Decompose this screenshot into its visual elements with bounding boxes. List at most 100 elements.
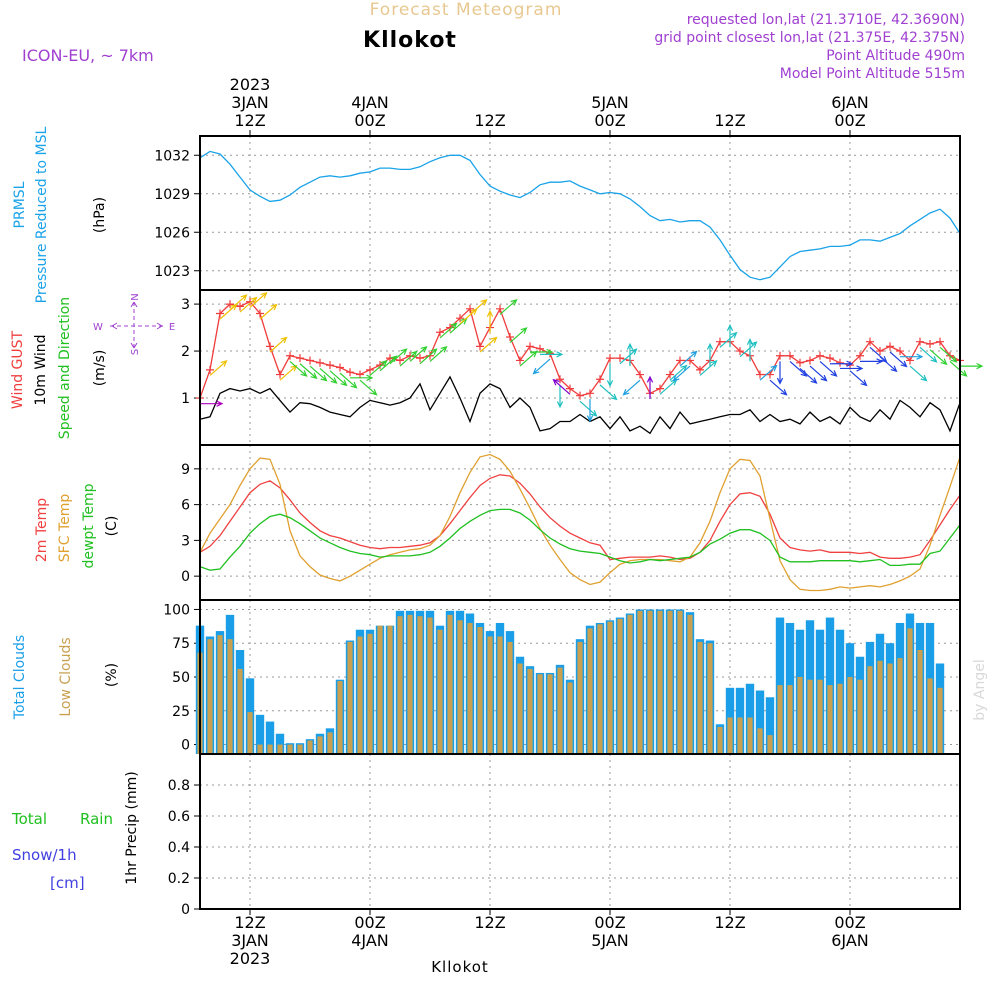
bar-low-clouds bbox=[337, 681, 343, 754]
bar-total-clouds bbox=[765, 697, 775, 754]
pressure-unit: (hPa) bbox=[92, 197, 108, 233]
wind-arrow bbox=[672, 365, 691, 382]
wind-arrow bbox=[329, 370, 348, 387]
gust-marker bbox=[386, 354, 394, 363]
bar-low-clouds bbox=[927, 678, 933, 754]
y-tick-label: 25 bbox=[172, 704, 190, 720]
pressure-panel: 1023 1026 1029 1032 bbox=[154, 135, 961, 291]
wind-arrow bbox=[552, 378, 571, 395]
wind-arrow bbox=[409, 345, 428, 362]
compass-west: W bbox=[93, 322, 103, 333]
wind-arrow bbox=[706, 342, 714, 367]
gust-marker bbox=[566, 384, 574, 393]
bar-low-clouds bbox=[437, 629, 443, 754]
gust-marker bbox=[806, 356, 814, 365]
bar-low-clouds bbox=[727, 717, 733, 754]
time-label: 6JAN bbox=[831, 931, 869, 950]
wind-arrow bbox=[369, 360, 388, 376]
gust-marker bbox=[796, 358, 804, 367]
wind-arrow bbox=[719, 331, 738, 348]
wind-dir-label: Speed and Direction bbox=[57, 297, 73, 439]
wind-arrow bbox=[359, 379, 378, 396]
bar-low-clouds bbox=[877, 660, 883, 754]
y-tick-label: 3 bbox=[181, 533, 190, 549]
precipitation-panel: 0 0.2 0.4 0.6 0.8 bbox=[168, 753, 961, 918]
wind-arrow bbox=[319, 367, 338, 384]
gust-marker bbox=[776, 351, 784, 360]
wind-arrow bbox=[279, 364, 298, 381]
compass-north: N bbox=[130, 293, 141, 300]
wind-arrow bbox=[849, 370, 868, 387]
bar-low-clouds bbox=[787, 685, 793, 754]
bar-low-clouds bbox=[767, 735, 773, 754]
bar-low-clouds bbox=[227, 639, 233, 754]
time-label: 4JAN bbox=[351, 931, 389, 950]
time-label: 12Z bbox=[474, 111, 505, 130]
compass-icon: N S W E bbox=[93, 293, 175, 355]
bar-low-clouds bbox=[717, 726, 723, 754]
bar-low-clouds bbox=[937, 687, 943, 754]
series-line-prmsl bbox=[199, 150, 961, 281]
wind-arrow bbox=[909, 365, 928, 382]
wind-arrow bbox=[840, 365, 864, 372]
wind-arrow bbox=[759, 364, 778, 381]
wind-arrow bbox=[739, 341, 758, 358]
gust-marker bbox=[696, 365, 704, 374]
wind-arrow bbox=[479, 336, 498, 353]
bar-low-clouds bbox=[237, 668, 243, 754]
gust-marker bbox=[276, 370, 284, 379]
wind-arrow bbox=[350, 374, 374, 381]
gust-marker bbox=[816, 351, 824, 360]
time-label: 12Z bbox=[714, 111, 745, 130]
gust-marker bbox=[856, 351, 864, 360]
wind-arrow bbox=[486, 309, 494, 334]
y-tick-label: 0.8 bbox=[168, 778, 190, 794]
gust-marker bbox=[296, 354, 304, 363]
gust-marker bbox=[586, 389, 594, 398]
gust-marker bbox=[286, 351, 294, 360]
wind-arrow bbox=[960, 362, 984, 370]
y-tick-label: 3 bbox=[181, 297, 190, 313]
bar-low-clouds bbox=[417, 616, 423, 754]
bar-low-clouds bbox=[817, 679, 823, 754]
bar-low-clouds bbox=[747, 717, 753, 754]
wind-labels: Wind GUST 10m Wind Speed and Direction (… bbox=[10, 293, 175, 439]
bar-low-clouds bbox=[647, 610, 653, 754]
bar-low-clouds bbox=[757, 728, 763, 754]
wind-arrow bbox=[830, 360, 854, 367]
time-label: 00Z bbox=[834, 913, 865, 932]
y-tick-label: 0 bbox=[181, 902, 190, 918]
bar-low-clouds bbox=[917, 649, 923, 754]
gust-marker bbox=[606, 354, 614, 363]
series-line-10m-wind bbox=[199, 375, 961, 435]
bar-low-clouds bbox=[367, 633, 373, 754]
bar-low-clouds bbox=[397, 616, 403, 754]
bar-low-clouds bbox=[897, 658, 903, 754]
gust-marker bbox=[366, 365, 374, 374]
gust-marker bbox=[306, 356, 314, 365]
wind-arrow bbox=[200, 400, 224, 407]
bar-low-clouds bbox=[837, 683, 843, 754]
model-altitude: Model Point Altitude 515m bbox=[780, 66, 965, 82]
gust-marker bbox=[836, 358, 844, 367]
gust-marker bbox=[516, 356, 524, 365]
gust-marker bbox=[416, 354, 424, 363]
bar-low-clouds bbox=[667, 610, 673, 754]
time-label: 2023 bbox=[230, 75, 271, 94]
wind-arrow bbox=[776, 361, 784, 385]
bar-low-clouds bbox=[567, 682, 573, 754]
bar-low-clouds bbox=[587, 628, 593, 754]
time-label: 4JAN bbox=[351, 93, 389, 112]
bar-low-clouds bbox=[697, 641, 703, 754]
gust-marker bbox=[256, 309, 264, 318]
bar-low-clouds bbox=[467, 622, 473, 754]
model-label: ICON-EU, ~ 7km bbox=[22, 46, 154, 65]
wind-arrow bbox=[439, 322, 458, 339]
wind-arrow bbox=[606, 363, 614, 388]
bar-low-clouds bbox=[307, 740, 313, 754]
temp-unit: (C) bbox=[104, 516, 120, 537]
bar-low-clouds bbox=[387, 625, 393, 754]
gust-marker bbox=[216, 309, 224, 318]
y-tick-label: 1026 bbox=[154, 225, 190, 241]
